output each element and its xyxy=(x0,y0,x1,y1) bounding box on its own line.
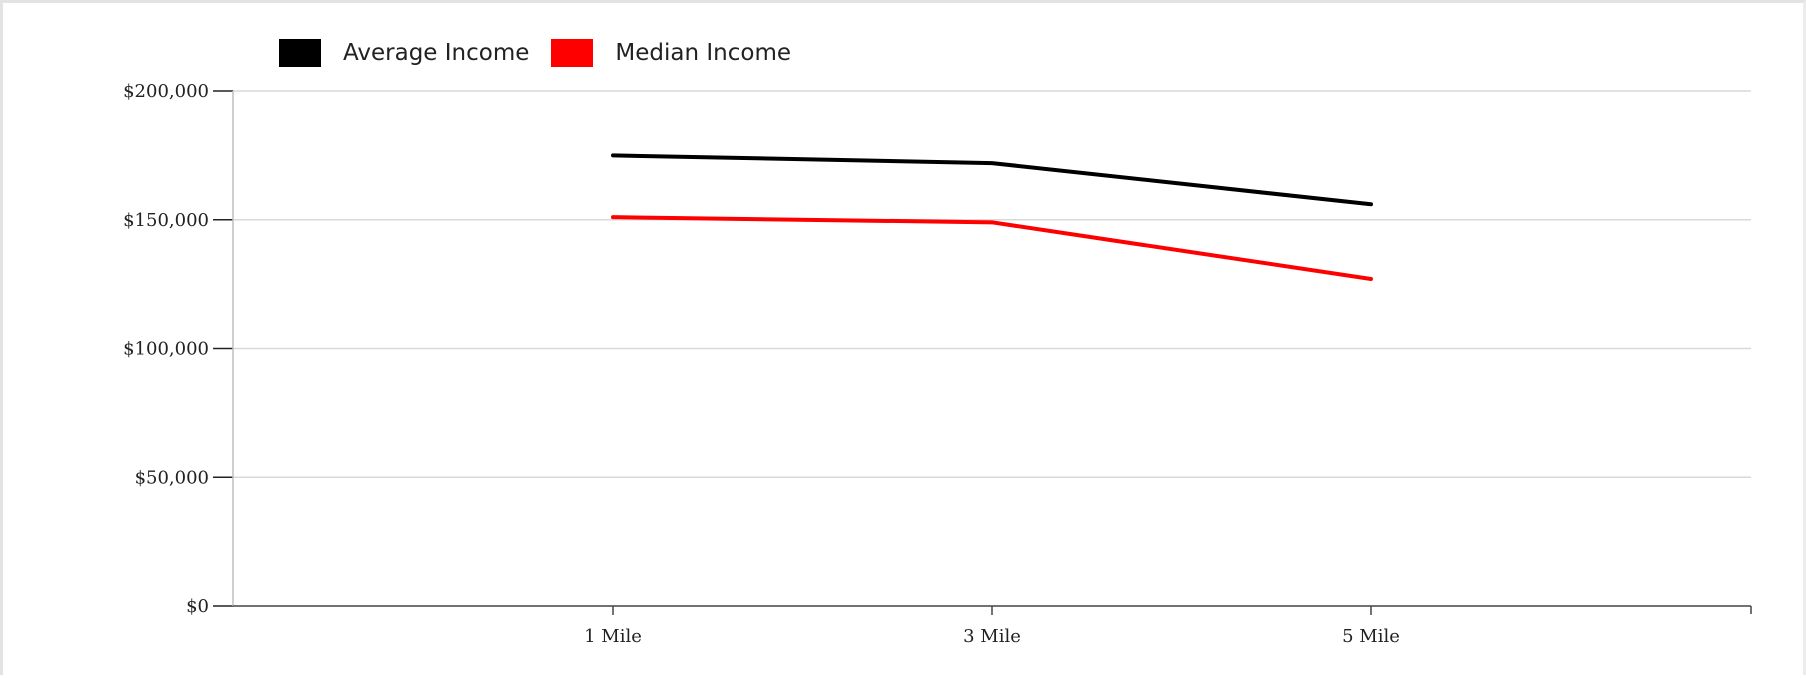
legend-item-average-income: Average Income xyxy=(279,39,529,67)
y-tick-label: $0 xyxy=(186,596,209,617)
legend-swatch-average-income xyxy=(279,39,321,67)
legend-label-average-income: Average Income xyxy=(343,40,530,66)
series-lines xyxy=(611,153,1373,281)
y-tick-label: $100,000 xyxy=(123,339,209,360)
y-tick-label: $150,000 xyxy=(123,210,209,231)
legend-item-median-income: Median Income xyxy=(551,39,791,67)
line-chart: $0 $50,000 $100,000 $150,000 $200,000 1 Mile 3… xyxy=(123,81,1752,647)
legend-label-median-income: Median Income xyxy=(615,40,792,66)
legend-swatch-median-income xyxy=(551,39,594,67)
series-line-median-income xyxy=(611,215,1373,281)
x-tick-label: 3 Mile xyxy=(963,626,1021,647)
y-tick-label: $50,000 xyxy=(135,467,209,488)
axes: $0 $50,000 $100,000 $150,000 $200,000 1 Mile 3… xyxy=(123,81,1752,647)
gridlines xyxy=(233,90,1751,478)
x-tick-label: 5 Mile xyxy=(1342,626,1400,647)
x-tick-label: 1 Mile xyxy=(584,626,642,647)
y-tick-label: $200,000 xyxy=(123,81,209,102)
series-line-average-income xyxy=(611,153,1373,207)
chart-legend: Average Income Median Income xyxy=(279,37,813,69)
